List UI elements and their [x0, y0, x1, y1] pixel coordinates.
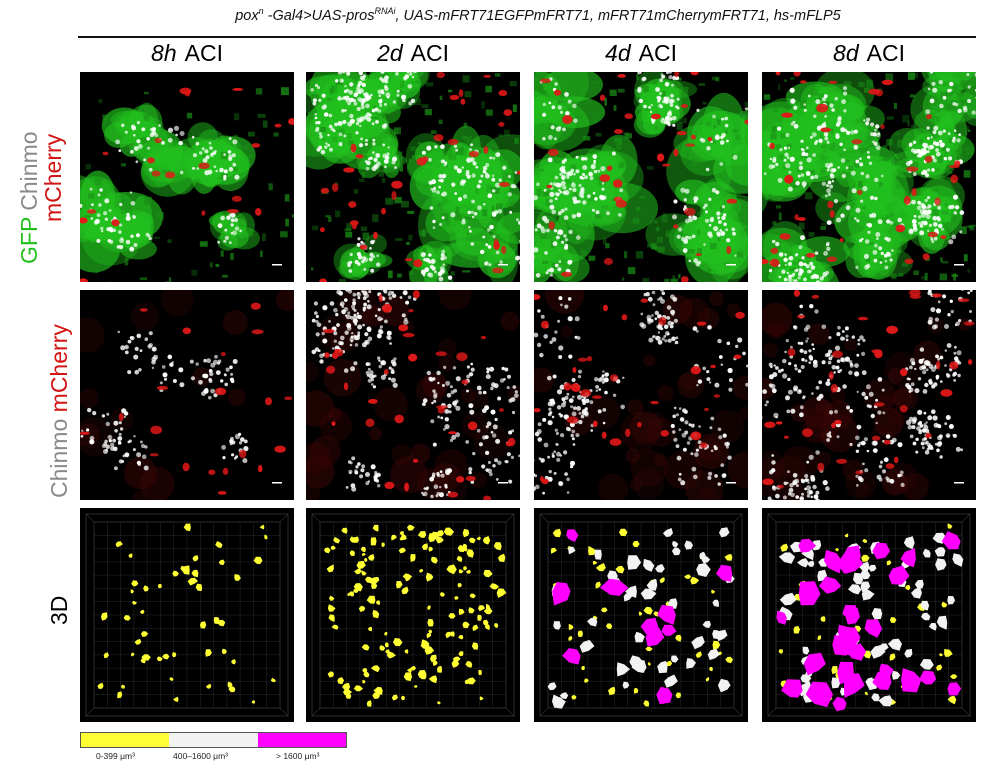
- panel-gfp-2d: [306, 72, 520, 282]
- header-rule: [78, 36, 976, 38]
- legend-label-small: 0-399 μm³: [96, 751, 135, 761]
- legend-swatch-small: [81, 733, 170, 747]
- panel-3d-8h: [80, 508, 294, 722]
- row-label-gfp-chinmo-mcherry: GFP Chinmo: [16, 131, 42, 264]
- column-title-4d: 4d ACI: [605, 40, 677, 66]
- panel-3d-2d: [306, 508, 520, 722]
- panel-3d-8d: [762, 508, 976, 722]
- panel-gfp-4d: [534, 72, 748, 282]
- panel-chinmo-8h: [80, 290, 294, 500]
- panel-gfp-8h: [80, 72, 294, 282]
- legend-swatch-large: [257, 733, 346, 747]
- row-label-3d: 3D: [46, 595, 72, 625]
- genotype-title: poxn -Gal4>UAS-prosRNAi, UAS-mFRT71EGFPm…: [235, 6, 841, 24]
- panel-chinmo-2d: [306, 290, 520, 500]
- column-title-8h: 8h ACI: [151, 40, 223, 66]
- volume-legend-bar: [80, 732, 347, 748]
- panel-3d-4d: [534, 508, 748, 722]
- panel-gfp-8d: [762, 72, 976, 282]
- row-label-mcherry-1: mCherry: [40, 133, 66, 222]
- panel-chinmo-8d: [762, 290, 976, 500]
- column-title-2d: 2d ACI: [377, 40, 449, 66]
- row-label-chinmo-mcherry: Chinmo mCherry: [46, 324, 72, 498]
- legend-swatch-medium: [169, 733, 258, 747]
- column-title-8d: 8d ACI: [833, 40, 905, 66]
- legend-label-large: > 1600 μm³: [276, 751, 320, 761]
- legend-label-medium: 400–1600 μm³: [173, 751, 228, 761]
- panel-chinmo-4d: [534, 290, 748, 500]
